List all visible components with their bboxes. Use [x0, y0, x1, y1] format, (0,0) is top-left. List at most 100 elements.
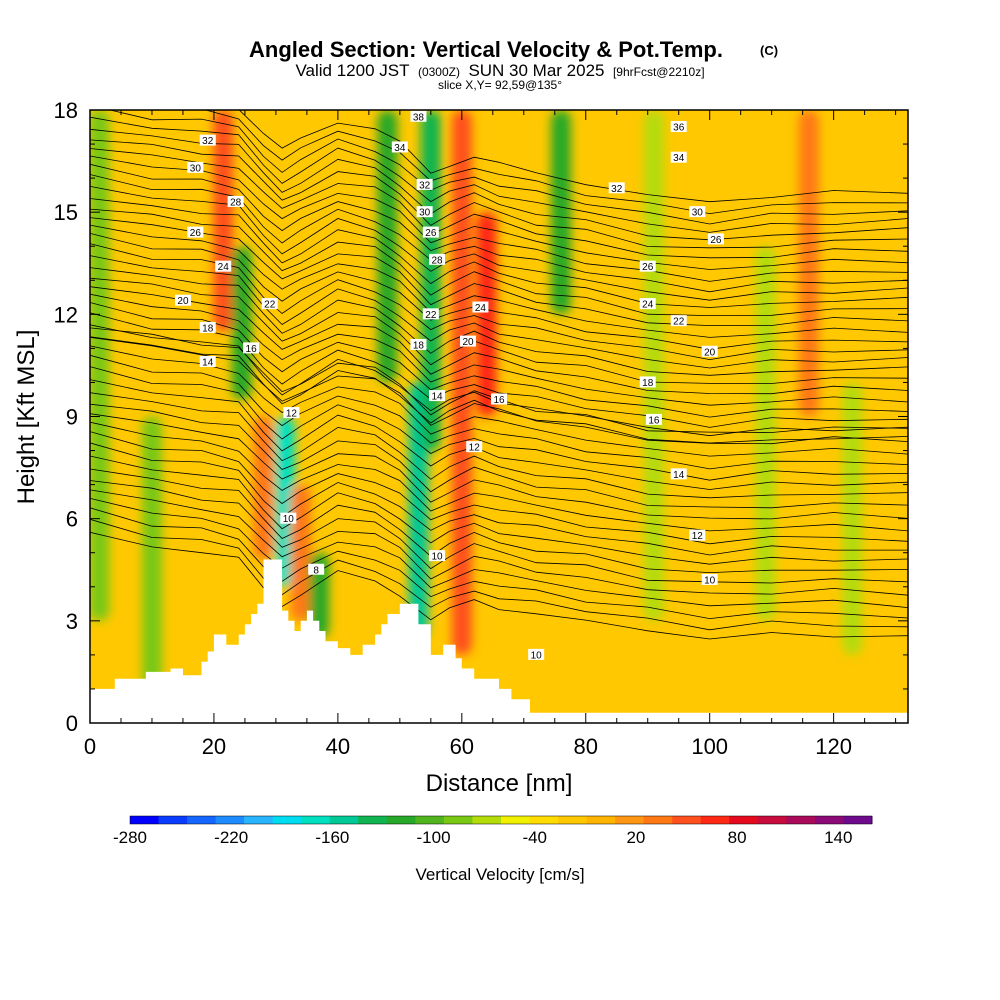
isentrope-label: 20 — [701, 345, 718, 358]
velocity-streak — [377, 110, 398, 383]
isentrope-label: 10 — [280, 512, 297, 525]
isentrope-label-text: 24 — [475, 303, 487, 314]
isentrope-line — [90, 455, 908, 565]
isentrope-line — [90, 277, 908, 384]
isentrope-label-bg — [199, 321, 216, 333]
isentrope-label-text: 16 — [648, 415, 660, 426]
colorbar-segment — [472, 816, 502, 824]
isentrope-label-text: 26 — [425, 228, 437, 239]
isentrope-label-text: 30 — [692, 208, 704, 219]
colorbar-segment — [386, 816, 416, 824]
isentrope-label-text: 32 — [419, 180, 431, 191]
isentrope-label-bg — [639, 376, 656, 388]
isentrope-label-text: 10 — [531, 650, 543, 661]
isentrope-label: 26 — [187, 226, 204, 239]
isentrope-label-bg — [670, 121, 687, 133]
isentrope-line — [90, 255, 908, 369]
isentrope-label: 34 — [391, 141, 408, 154]
velocity-streak — [253, 416, 274, 560]
x-tick-label: 80 — [574, 734, 598, 759]
isentrope-label-bg — [283, 407, 300, 419]
isentrope-label-bg — [429, 390, 446, 402]
isentrope-label: 20 — [460, 335, 477, 348]
isentrope-label: 24 — [639, 298, 656, 311]
isentrope-label-bg — [429, 550, 446, 562]
y-tick-label: 3 — [66, 609, 78, 634]
colorbar-frame — [129, 815, 873, 825]
isentrope-label: 12 — [466, 441, 483, 454]
isentrope-label-bg — [472, 301, 489, 313]
isentrope-label-text: 22 — [673, 317, 685, 328]
isentrope-line — [238, 110, 908, 203]
isentrope-line — [90, 379, 908, 490]
isentrope-label-text: 8 — [313, 565, 319, 576]
y-axis-title: Height [Kft MSL] — [13, 330, 40, 505]
isentrope-label: 32 — [199, 134, 216, 147]
isentrope-label: 26 — [422, 226, 439, 239]
isentrope-label-bg — [429, 253, 446, 265]
isentrope-label-text: 20 — [704, 347, 716, 358]
isentrope-label: 8 — [308, 563, 325, 576]
colorbar-segment — [415, 816, 445, 824]
isentrope-label: 10 — [429, 550, 446, 563]
colorbar-segment — [443, 816, 473, 824]
isentrope-label-text: 14 — [431, 392, 443, 403]
colorbar-tick-label: 140 — [824, 828, 852, 847]
isentrope-label-text: 26 — [190, 228, 202, 239]
isentrope-label-text: 34 — [673, 153, 685, 164]
isentrope-label-bg — [422, 308, 439, 320]
isentrope-label: 10 — [528, 648, 545, 661]
isentrope-label: 22 — [422, 308, 439, 321]
isentrope-label-bg — [701, 345, 718, 357]
colorbar-tick-label: -280 — [113, 828, 147, 847]
isentrope-label-text: 22 — [264, 300, 276, 311]
isentrope-label-bg — [608, 182, 625, 194]
colorbar-segment — [358, 816, 388, 824]
isentrope-label-text: 16 — [493, 395, 505, 406]
isentrope-label-bg — [670, 315, 687, 327]
isentrope-line — [90, 366, 908, 481]
isentrope-line — [90, 431, 908, 545]
isentrope-label: 30 — [187, 161, 204, 174]
valid-zulu: (0300Z) — [418, 65, 460, 79]
isentrope-label: 26 — [639, 260, 656, 273]
colorbar: -280 -220 -160 -100 -40 20 80 140 — [113, 815, 873, 847]
isentrope-label-bg — [670, 151, 687, 163]
chart-title-unit: (C) — [760, 43, 778, 58]
isentrope-label-text: 28 — [230, 197, 242, 208]
colorbar-segment — [558, 816, 588, 824]
colorbar-segment — [786, 816, 816, 824]
velocity-streak — [755, 246, 776, 621]
isentrope-label: 16 — [243, 342, 260, 355]
isentrope-label-bg — [639, 260, 656, 272]
isentrope-line — [90, 489, 908, 596]
isentrope-label-bg — [422, 226, 439, 238]
isentrope-label: 20 — [174, 294, 191, 307]
isentrope-label-bg — [199, 134, 216, 146]
colorbar-segment — [843, 816, 873, 824]
valid-time-line: Valid 1200 JST (0300Z) SUN 30 Mar 2025 [… — [295, 61, 704, 80]
isentrope-label-text: 28 — [431, 255, 443, 266]
isentrope-label-bg — [308, 563, 325, 575]
colorbar-tick-label: 20 — [626, 828, 645, 847]
x-tick-label: 20 — [202, 734, 226, 759]
isentrope-label: 22 — [261, 298, 278, 311]
isentrope-label: 32 — [416, 178, 433, 191]
plot-area: 8 10 10 10 10 12 12 12 14 14 14 16 16 16 18 18 18 20 20 20 2… — [90, 110, 908, 723]
velocity-background — [90, 110, 908, 723]
colorbar-segment — [615, 816, 645, 824]
isentrope-label-text: 22 — [425, 310, 437, 321]
colorbar-segment — [529, 816, 559, 824]
slice-info: slice X,Y= 92,59@135° — [438, 78, 562, 92]
colorbar-segment — [700, 816, 730, 824]
colorbar-segment — [729, 816, 759, 824]
x-tick-label: 100 — [691, 734, 728, 759]
isentrope-line — [90, 345, 908, 457]
velocity-streak — [644, 110, 664, 621]
isentrope-line — [90, 243, 908, 361]
y-tick-label: 18 — [54, 98, 78, 123]
isentrope-label-text: 20 — [462, 337, 474, 348]
isentrope-line — [90, 336, 908, 444]
